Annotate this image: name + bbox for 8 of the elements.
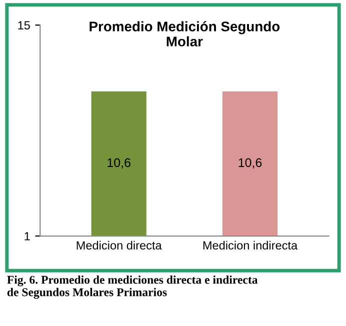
y-tick-label: 1 — [24, 232, 30, 240]
data-label: 10,6 — [238, 158, 262, 169]
chart-title: Promedio Medición Segundo Molar — [90, 21, 280, 46]
caption: Fig. 6. Promedio de mediciones directa e indirecta de Segundos Molares Primarios — [7, 275, 258, 299]
data-label: 10,6 — [108, 158, 130, 169]
y-tick-label: 15 — [18, 21, 30, 30]
x-tick-label: Medicion directa — [76, 240, 162, 250]
x-tick-label: Medicion indirecta — [203, 240, 298, 250]
